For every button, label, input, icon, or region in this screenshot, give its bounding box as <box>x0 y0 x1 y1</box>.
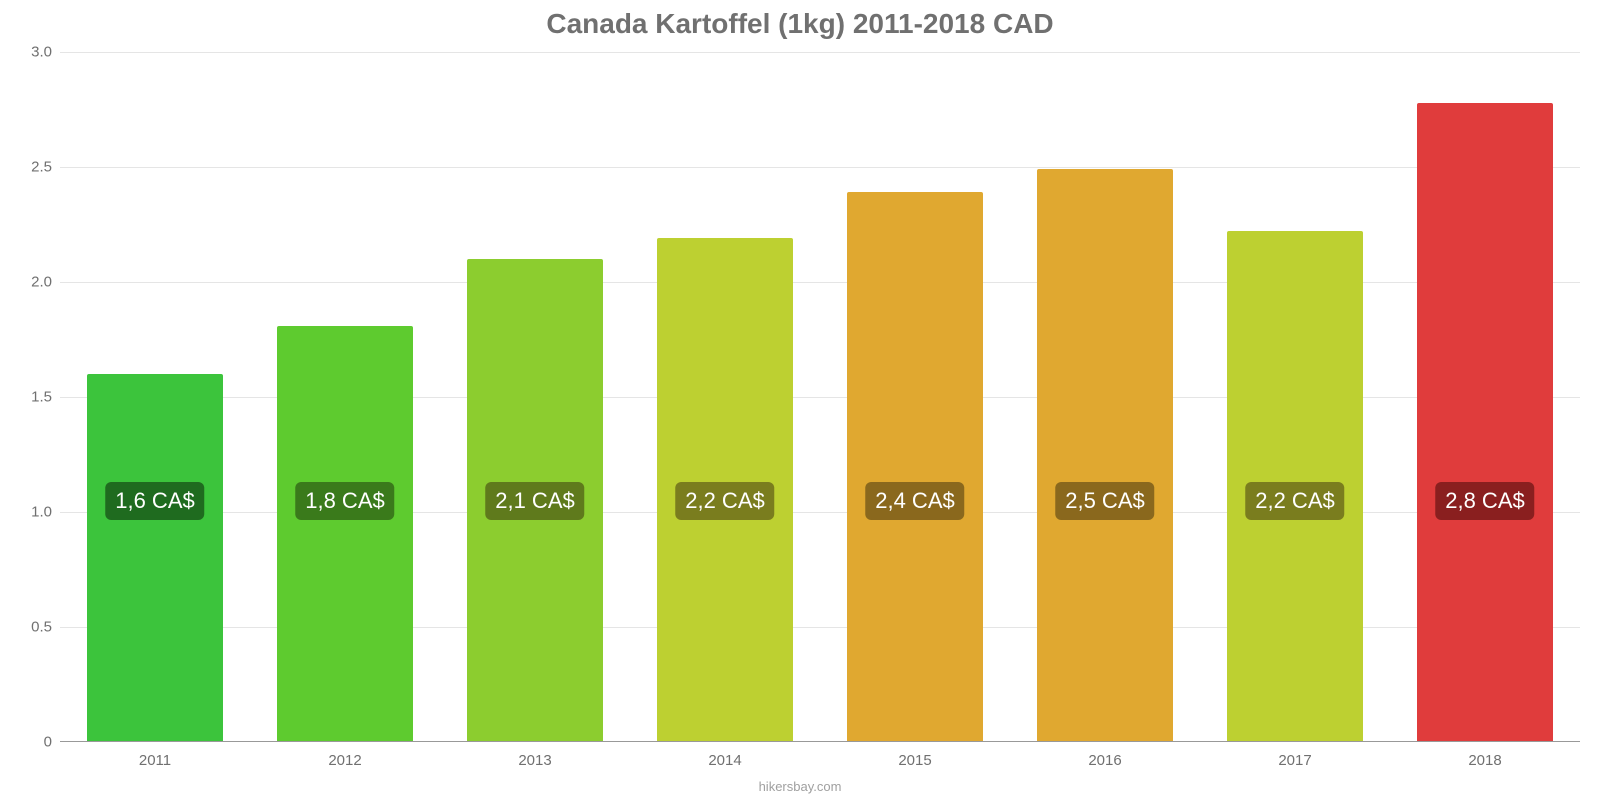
bars-group: 1,6 CA$20111,8 CA$20122,1 CA$20132,2 CA$… <box>60 52 1580 742</box>
x-tick-label: 2014 <box>708 752 741 769</box>
x-tick-label: 2011 <box>139 752 171 769</box>
x-tick-label: 2012 <box>328 752 361 769</box>
x-tick-label: 2013 <box>518 752 551 769</box>
bar: 1,6 CA$ <box>87 374 224 742</box>
bar-slot: 2,4 CA$2015 <box>820 52 1010 742</box>
bar-chart: Canada Kartoffel (1kg) 2011-2018 CAD 1,6… <box>0 0 1600 800</box>
bar-slot: 2,5 CA$2016 <box>1010 52 1200 742</box>
x-axis-baseline <box>60 741 1580 742</box>
bar-value-label: 2,2 CA$ <box>1245 482 1345 520</box>
bar-value-label: 2,4 CA$ <box>865 482 965 520</box>
bar-value-label: 2,1 CA$ <box>485 482 585 520</box>
bar-slot: 2,2 CA$2014 <box>630 52 820 742</box>
bar-slot: 2,1 CA$2013 <box>440 52 630 742</box>
plot-area: 1,6 CA$20111,8 CA$20122,1 CA$20132,2 CA$… <box>60 52 1580 742</box>
bar-slot: 1,6 CA$2011 <box>60 52 250 742</box>
x-tick-label: 2017 <box>1278 752 1311 769</box>
bar: 2,2 CA$ <box>657 238 794 742</box>
bar: 2,2 CA$ <box>1227 231 1364 742</box>
y-tick-label: 1.5 <box>8 389 52 406</box>
bar: 2,4 CA$ <box>847 192 984 742</box>
y-tick-label: 2.0 <box>8 274 52 291</box>
bar-value-label: 2,5 CA$ <box>1055 482 1155 520</box>
bar-slot: 1,8 CA$2012 <box>250 52 440 742</box>
bar: 1,8 CA$ <box>277 326 414 742</box>
bar-slot: 2,2 CA$2017 <box>1200 52 1390 742</box>
bar-value-label: 1,6 CA$ <box>105 482 205 520</box>
bar: 2,1 CA$ <box>467 259 604 742</box>
y-tick-label: 0 <box>8 734 52 751</box>
bar: 2,5 CA$ <box>1037 169 1174 742</box>
bar: 2,8 CA$ <box>1417 103 1554 742</box>
bar-value-label: 2,2 CA$ <box>675 482 775 520</box>
bar-value-label: 2,8 CA$ <box>1435 482 1535 520</box>
y-tick-label: 1.0 <box>8 504 52 521</box>
bar-slot: 2,8 CA$2018 <box>1390 52 1580 742</box>
y-tick-label: 0.5 <box>8 619 52 636</box>
bar-value-label: 1,8 CA$ <box>295 482 395 520</box>
chart-title: Canada Kartoffel (1kg) 2011-2018 CAD <box>0 8 1600 40</box>
attribution-text: hikersbay.com <box>0 779 1600 794</box>
x-tick-label: 2015 <box>898 752 931 769</box>
x-tick-label: 2018 <box>1468 752 1501 769</box>
x-tick-label: 2016 <box>1088 752 1121 769</box>
y-tick-label: 2.5 <box>8 159 52 176</box>
y-tick-label: 3.0 <box>8 44 52 61</box>
